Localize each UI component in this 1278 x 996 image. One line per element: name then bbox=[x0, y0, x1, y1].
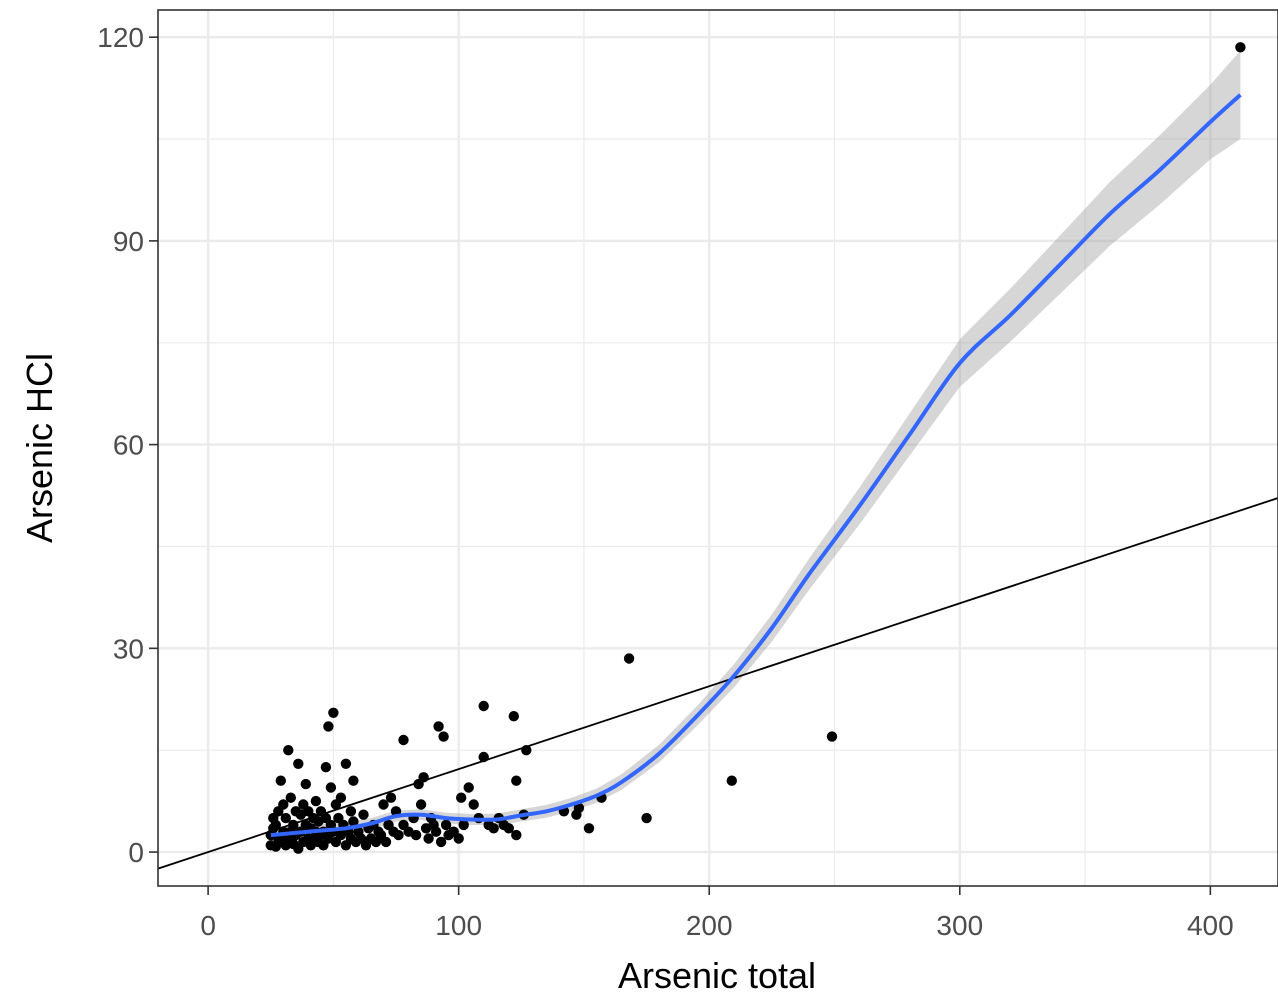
confidence-ribbon bbox=[270, 50, 1241, 844]
data-point bbox=[511, 829, 522, 841]
data-point bbox=[320, 762, 332, 773]
data-point bbox=[583, 823, 595, 834]
x-axis-title: Arsenic total bbox=[618, 955, 816, 996]
data-point bbox=[280, 812, 291, 824]
reference-line-layer bbox=[157, 497, 1278, 870]
data-point bbox=[323, 721, 334, 732]
data-point bbox=[358, 809, 369, 820]
x-tick-label: 300 bbox=[936, 910, 983, 941]
data-point bbox=[435, 836, 447, 848]
data-point bbox=[488, 823, 499, 834]
data-point bbox=[826, 731, 838, 742]
reference-line bbox=[157, 497, 1278, 870]
y-tick-label: 60 bbox=[113, 430, 144, 461]
data-point bbox=[385, 792, 397, 803]
data-point bbox=[453, 833, 464, 844]
minor-gridlines bbox=[158, 10, 1278, 886]
data-point bbox=[511, 775, 522, 786]
data-point bbox=[508, 711, 519, 722]
data-point bbox=[410, 829, 422, 841]
confidence-ribbon-layer bbox=[270, 50, 1241, 844]
data-point bbox=[641, 812, 652, 824]
data-point bbox=[438, 731, 449, 742]
data-point bbox=[393, 829, 404, 841]
data-point bbox=[1235, 42, 1246, 53]
data-point bbox=[380, 836, 392, 848]
x-axis-ticks: 0 100 200 300 400 bbox=[200, 886, 1234, 941]
data-point bbox=[478, 700, 489, 712]
data-point bbox=[300, 778, 311, 790]
data-point bbox=[378, 799, 389, 810]
y-tick-label: 30 bbox=[113, 633, 144, 664]
data-point bbox=[726, 775, 737, 786]
data-point bbox=[415, 799, 427, 810]
panel-border bbox=[157, 9, 1278, 887]
x-tick-label: 0 bbox=[200, 910, 216, 941]
data-point bbox=[270, 819, 281, 831]
y-tick-label: 90 bbox=[113, 226, 144, 257]
smooth-curve-layer bbox=[270, 93, 1242, 838]
data-point bbox=[293, 758, 304, 769]
data-point bbox=[285, 792, 296, 803]
data-point bbox=[340, 758, 352, 769]
x-tick-label: 100 bbox=[435, 910, 482, 941]
data-point bbox=[275, 775, 286, 786]
data-point bbox=[468, 799, 479, 810]
y-tick-label: 120 bbox=[97, 22, 144, 53]
data-point bbox=[325, 782, 337, 793]
major-gridlines bbox=[158, 10, 1278, 886]
data-point bbox=[503, 823, 514, 834]
x-tick-label: 200 bbox=[686, 910, 733, 941]
data-point bbox=[348, 775, 359, 786]
data-point bbox=[573, 802, 585, 814]
data-point bbox=[440, 819, 452, 831]
data-point bbox=[278, 799, 289, 810]
x-tick-label: 400 bbox=[1187, 910, 1234, 941]
data-point bbox=[348, 816, 359, 827]
y-axis-title: Arsenic HCl bbox=[19, 353, 60, 543]
y-tick-label: 0 bbox=[128, 837, 144, 868]
data-point bbox=[335, 792, 347, 803]
data-point bbox=[398, 734, 409, 746]
y-axis-ticks: 0 30 60 90 120 bbox=[97, 22, 158, 868]
data-point bbox=[430, 826, 442, 837]
data-point bbox=[328, 707, 339, 718]
data-point bbox=[310, 795, 322, 807]
data-point bbox=[345, 806, 357, 817]
data-point bbox=[423, 833, 434, 844]
data-point bbox=[623, 653, 635, 664]
data-point bbox=[456, 792, 467, 803]
data-point bbox=[463, 782, 474, 793]
data-point bbox=[433, 721, 444, 732]
smooth-curve bbox=[270, 93, 1242, 838]
data-points-layer bbox=[265, 42, 1246, 854]
data-point bbox=[458, 819, 469, 831]
data-point bbox=[283, 745, 294, 756]
